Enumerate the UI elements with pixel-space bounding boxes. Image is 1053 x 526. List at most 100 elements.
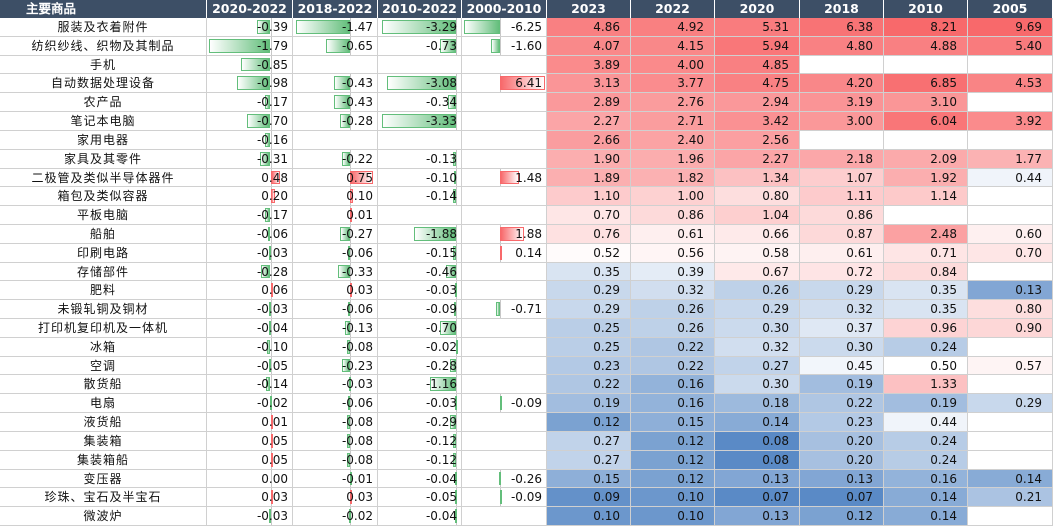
change-cell[interactable]: 0.03: [293, 281, 378, 301]
change-cell[interactable]: -0.14: [378, 187, 462, 207]
change-cell[interactable]: [378, 206, 462, 225]
level-cell[interactable]: 1.96: [631, 149, 715, 169]
level-cell[interactable]: 0.24: [884, 337, 968, 357]
level-cell[interactable]: 0.13: [715, 507, 800, 526]
level-cell[interactable]: 0.27: [547, 450, 631, 470]
level-cell[interactable]: 0.12: [547, 413, 631, 432]
change-cell[interactable]: 0.05: [207, 450, 293, 470]
change-cell[interactable]: -1.16: [378, 375, 462, 395]
level-cell[interactable]: 0.52: [547, 243, 631, 263]
level-cell[interactable]: 0.19: [547, 394, 631, 414]
change-cell[interactable]: -0.14: [207, 375, 293, 395]
level-cell[interactable]: 0.23: [800, 413, 884, 432]
level-cell[interactable]: 2.09: [884, 149, 968, 169]
product-name-cell[interactable]: 集装箱: [0, 431, 207, 451]
level-cell[interactable]: 0.80: [968, 300, 1053, 320]
header-product[interactable]: 主要商品: [0, 0, 207, 18]
level-cell[interactable]: 3.92: [968, 112, 1053, 131]
level-cell[interactable]: 0.26: [715, 281, 800, 301]
level-cell[interactable]: 2.48: [884, 224, 968, 244]
level-cell[interactable]: 2.27: [547, 112, 631, 131]
level-cell[interactable]: 2.71: [631, 112, 715, 131]
product-name-cell[interactable]: 家用电器: [0, 130, 207, 150]
change-cell[interactable]: -0.03: [207, 243, 293, 263]
product-name-cell[interactable]: 自动数据处理设备: [0, 74, 207, 94]
level-cell[interactable]: 1.14: [884, 187, 968, 207]
header-year-2018[interactable]: 2018: [800, 0, 884, 18]
change-cell[interactable]: -0.06: [293, 300, 378, 320]
level-cell[interactable]: 0.08: [715, 450, 800, 470]
level-cell[interactable]: 0.09: [547, 488, 631, 508]
level-cell[interactable]: 4.86: [547, 18, 631, 37]
product-name-cell[interactable]: 二极管及类似半导体器件: [0, 168, 207, 188]
level-cell[interactable]: 0.29: [715, 300, 800, 320]
change-cell[interactable]: -0.12: [378, 431, 462, 451]
product-name-cell[interactable]: 空调: [0, 356, 207, 376]
level-cell[interactable]: 0.16: [631, 375, 715, 395]
level-cell[interactable]: 0.76: [547, 224, 631, 244]
header-year-2010[interactable]: 2010: [884, 0, 968, 18]
level-cell[interactable]: 0.32: [715, 337, 800, 357]
level-cell[interactable]: 0.90: [968, 319, 1053, 338]
level-cell[interactable]: 0.21: [968, 488, 1053, 508]
level-cell[interactable]: 0.86: [631, 206, 715, 225]
change-cell[interactable]: -0.33: [293, 262, 378, 282]
change-cell[interactable]: -3.33: [378, 112, 462, 131]
level-cell[interactable]: 1.00: [631, 187, 715, 207]
level-cell[interactable]: 0.16: [631, 394, 715, 414]
change-cell[interactable]: -0.03: [378, 281, 462, 301]
change-cell[interactable]: [293, 130, 378, 150]
change-cell[interactable]: -0.02: [207, 394, 293, 414]
level-cell[interactable]: 3.00: [800, 112, 884, 131]
change-cell[interactable]: -0.10: [207, 337, 293, 357]
change-cell[interactable]: -0.03: [378, 394, 462, 414]
change-cell[interactable]: -0.70: [378, 319, 462, 338]
change-cell[interactable]: -0.04: [378, 507, 462, 526]
level-cell[interactable]: 0.66: [715, 224, 800, 244]
level-cell[interactable]: 4.80: [800, 36, 884, 56]
level-cell[interactable]: 0.70: [968, 243, 1053, 263]
change-cell[interactable]: -0.09: [462, 488, 547, 508]
level-cell[interactable]: 0.14: [968, 469, 1053, 489]
change-cell[interactable]: -0.05: [207, 356, 293, 376]
level-cell[interactable]: 0.57: [968, 356, 1053, 376]
level-cell[interactable]: [884, 206, 968, 225]
change-cell[interactable]: 0.01: [293, 206, 378, 225]
change-cell[interactable]: [462, 431, 547, 451]
level-cell[interactable]: 0.86: [800, 206, 884, 225]
level-cell[interactable]: 2.76: [631, 93, 715, 113]
change-cell[interactable]: -3.29: [378, 18, 462, 37]
level-cell[interactable]: [968, 375, 1053, 395]
change-cell[interactable]: -0.06: [207, 224, 293, 244]
level-cell[interactable]: 0.30: [715, 375, 800, 395]
level-cell[interactable]: 0.30: [715, 319, 800, 338]
change-cell[interactable]: [462, 356, 547, 376]
change-cell[interactable]: 0.03: [293, 488, 378, 508]
change-cell[interactable]: -0.09: [462, 394, 547, 414]
level-cell[interactable]: 0.22: [800, 394, 884, 414]
header-change-2020-2022[interactable]: 2020-2022: [207, 0, 293, 18]
level-cell[interactable]: 3.77: [631, 74, 715, 94]
level-cell[interactable]: 4.00: [631, 55, 715, 75]
change-cell[interactable]: -0.71: [462, 300, 547, 320]
level-cell[interactable]: 4.53: [968, 74, 1053, 94]
change-cell[interactable]: 0.14: [462, 243, 547, 263]
product-name-cell[interactable]: 船舶: [0, 224, 207, 244]
change-cell[interactable]: -0.23: [293, 356, 378, 376]
level-cell[interactable]: 1.11: [800, 187, 884, 207]
level-cell[interactable]: 3.10: [884, 93, 968, 113]
change-cell[interactable]: [462, 149, 547, 169]
level-cell[interactable]: 0.72: [800, 262, 884, 282]
change-cell[interactable]: 0.05: [207, 431, 293, 451]
change-cell[interactable]: -0.02: [293, 507, 378, 526]
level-cell[interactable]: 9.69: [968, 18, 1053, 37]
level-cell[interactable]: 4.20: [800, 74, 884, 94]
level-cell[interactable]: [884, 130, 968, 150]
level-cell[interactable]: 0.71: [884, 243, 968, 263]
level-cell[interactable]: 0.19: [800, 375, 884, 395]
header-year-2023[interactable]: 2023: [547, 0, 631, 18]
level-cell[interactable]: 0.23: [547, 356, 631, 376]
product-name-cell[interactable]: 冰箱: [0, 337, 207, 357]
product-name-cell[interactable]: 纺织纱线、织物及其制品: [0, 36, 207, 56]
change-cell[interactable]: -0.26: [462, 469, 547, 489]
